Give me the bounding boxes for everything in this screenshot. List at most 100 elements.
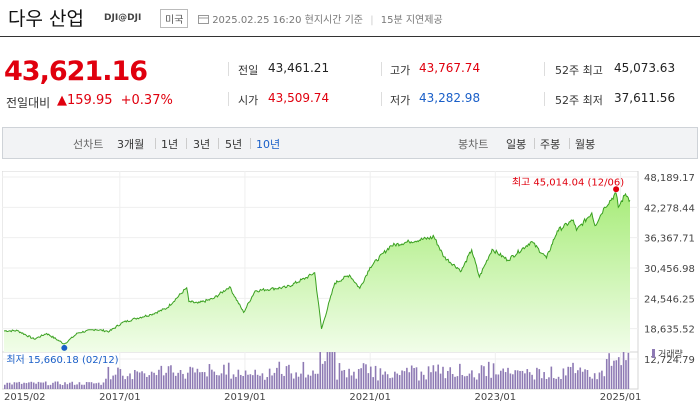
- tab-monthly[interactable]: 월봉: [575, 138, 596, 151]
- x-tick-label: 2025/01: [600, 392, 642, 403]
- tab-1-year[interactable]: 1년: [161, 138, 179, 151]
- tab-daily[interactable]: 일봉: [506, 138, 527, 151]
- volume-bar: [326, 351, 329, 389]
- tab-weekly[interactable]: 주봉: [540, 138, 561, 151]
- stat-separator: [381, 92, 382, 106]
- volume-bar: [304, 377, 307, 389]
- volume-bar: [4, 384, 6, 389]
- change-amount: 159.95: [67, 93, 113, 108]
- volume-bar: [124, 379, 126, 389]
- volume-bar: [32, 382, 35, 389]
- volume-bar: [199, 372, 201, 389]
- volume-bar: [408, 372, 411, 389]
- volume-bar: [177, 372, 179, 389]
- volume-bar: [97, 382, 100, 389]
- volume-bar: [331, 342, 334, 389]
- high-marker: [613, 186, 620, 193]
- tab-3-years[interactable]: 3년: [193, 138, 211, 151]
- volume-bar: [485, 376, 488, 389]
- price-chart: 48,189.17 42,278.44 36,367.71 30,456.98 24,5…: [2, 171, 696, 411]
- volume-bar: [401, 370, 403, 389]
- volume-bar: [249, 374, 252, 389]
- volume-bar: [403, 371, 406, 389]
- up-arrow-icon: ▲: [57, 93, 67, 108]
- volume-bar: [427, 366, 430, 389]
- volume-bar: [560, 378, 562, 389]
- volume-bar: [415, 367, 418, 389]
- volume-bar: [350, 375, 353, 389]
- volume-bar: [40, 382, 42, 389]
- volume-bar: [382, 374, 384, 389]
- tab-3-months[interactable]: 3개월: [117, 138, 145, 151]
- volume-bar: [268, 368, 271, 389]
- volume-bar: [56, 381, 59, 389]
- index-title: 다우 산업: [8, 8, 84, 30]
- volume-bar: [365, 364, 367, 389]
- chart-period-tabs: 선차트 3개월 1년 3년 5년 10년 봉차트 일봉 주봉 월봉: [2, 127, 698, 159]
- volume-bar: [384, 371, 387, 389]
- volume-bar: [76, 384, 78, 389]
- volume-bar: [162, 375, 165, 389]
- volume-bar: [138, 372, 141, 389]
- x-tick-label: 2023/01: [475, 392, 517, 403]
- open-value: 43,509.74: [268, 91, 330, 105]
- stat-separator: [228, 92, 229, 106]
- volume-bar: [627, 352, 630, 389]
- volume-bar: [447, 370, 449, 389]
- volume-bar: [461, 374, 464, 389]
- y-tick-label: 48,189.17: [644, 173, 695, 184]
- volume-bar: [232, 374, 235, 389]
- volume-bar: [562, 368, 565, 389]
- volume-bar: [196, 368, 199, 389]
- volume-bar: [512, 374, 514, 389]
- tab-10-years[interactable]: 10년: [256, 138, 281, 151]
- volume-bar: [552, 378, 555, 389]
- volume-bar: [100, 384, 102, 389]
- volume-bar: [146, 376, 148, 389]
- tab-5-years[interactable]: 5년: [225, 138, 243, 151]
- volume-bar: [225, 374, 228, 389]
- volume-bar: [324, 361, 326, 389]
- volume-bar: [114, 374, 117, 389]
- volume-bar: [521, 370, 524, 389]
- y-tick-label: 18,635.52: [644, 325, 695, 336]
- volume-bar: [336, 379, 338, 389]
- volume-bar: [256, 374, 259, 389]
- open-label: 시가: [238, 94, 259, 107]
- volume-bar: [179, 369, 182, 389]
- volume-bar: [218, 375, 220, 389]
- volume-bar: [550, 366, 553, 389]
- volume-bar: [377, 380, 379, 389]
- prev-close-label: 전일: [238, 64, 259, 77]
- volume-bar: [126, 376, 129, 389]
- volume-bar: [605, 359, 608, 389]
- volume-bar: [302, 361, 305, 389]
- volume-bar: [538, 369, 541, 389]
- volume-bar: [475, 379, 478, 389]
- volume-bar: [625, 360, 627, 389]
- stat-separator: [228, 62, 229, 76]
- volume-bar: [355, 378, 358, 389]
- volume-bar: [119, 369, 122, 389]
- volume-legend-swatch: [652, 349, 655, 358]
- volume-bar: [25, 383, 28, 389]
- volume-bar: [425, 379, 427, 389]
- candle-chart-label: 봉차트: [458, 138, 489, 151]
- y-tick-label: 12,724.79: [644, 355, 695, 366]
- country-badge: 미국: [160, 9, 189, 28]
- calendar-icon: [198, 15, 209, 24]
- volume-bar: [201, 372, 204, 389]
- volume-bar: [312, 370, 314, 389]
- volume-bar: [244, 370, 247, 389]
- volume-bar: [264, 379, 266, 389]
- volume-bar: [531, 374, 533, 389]
- volume-bar: [430, 372, 432, 389]
- volume-bar: [54, 381, 57, 389]
- volume-bar: [596, 379, 598, 389]
- volume-bar: [456, 376, 459, 389]
- volume-bar: [11, 384, 13, 389]
- index-code: DJI@DJI: [104, 13, 142, 23]
- volume-bar: [386, 374, 389, 389]
- volume-bar: [295, 372, 297, 389]
- volume-bar: [107, 366, 110, 389]
